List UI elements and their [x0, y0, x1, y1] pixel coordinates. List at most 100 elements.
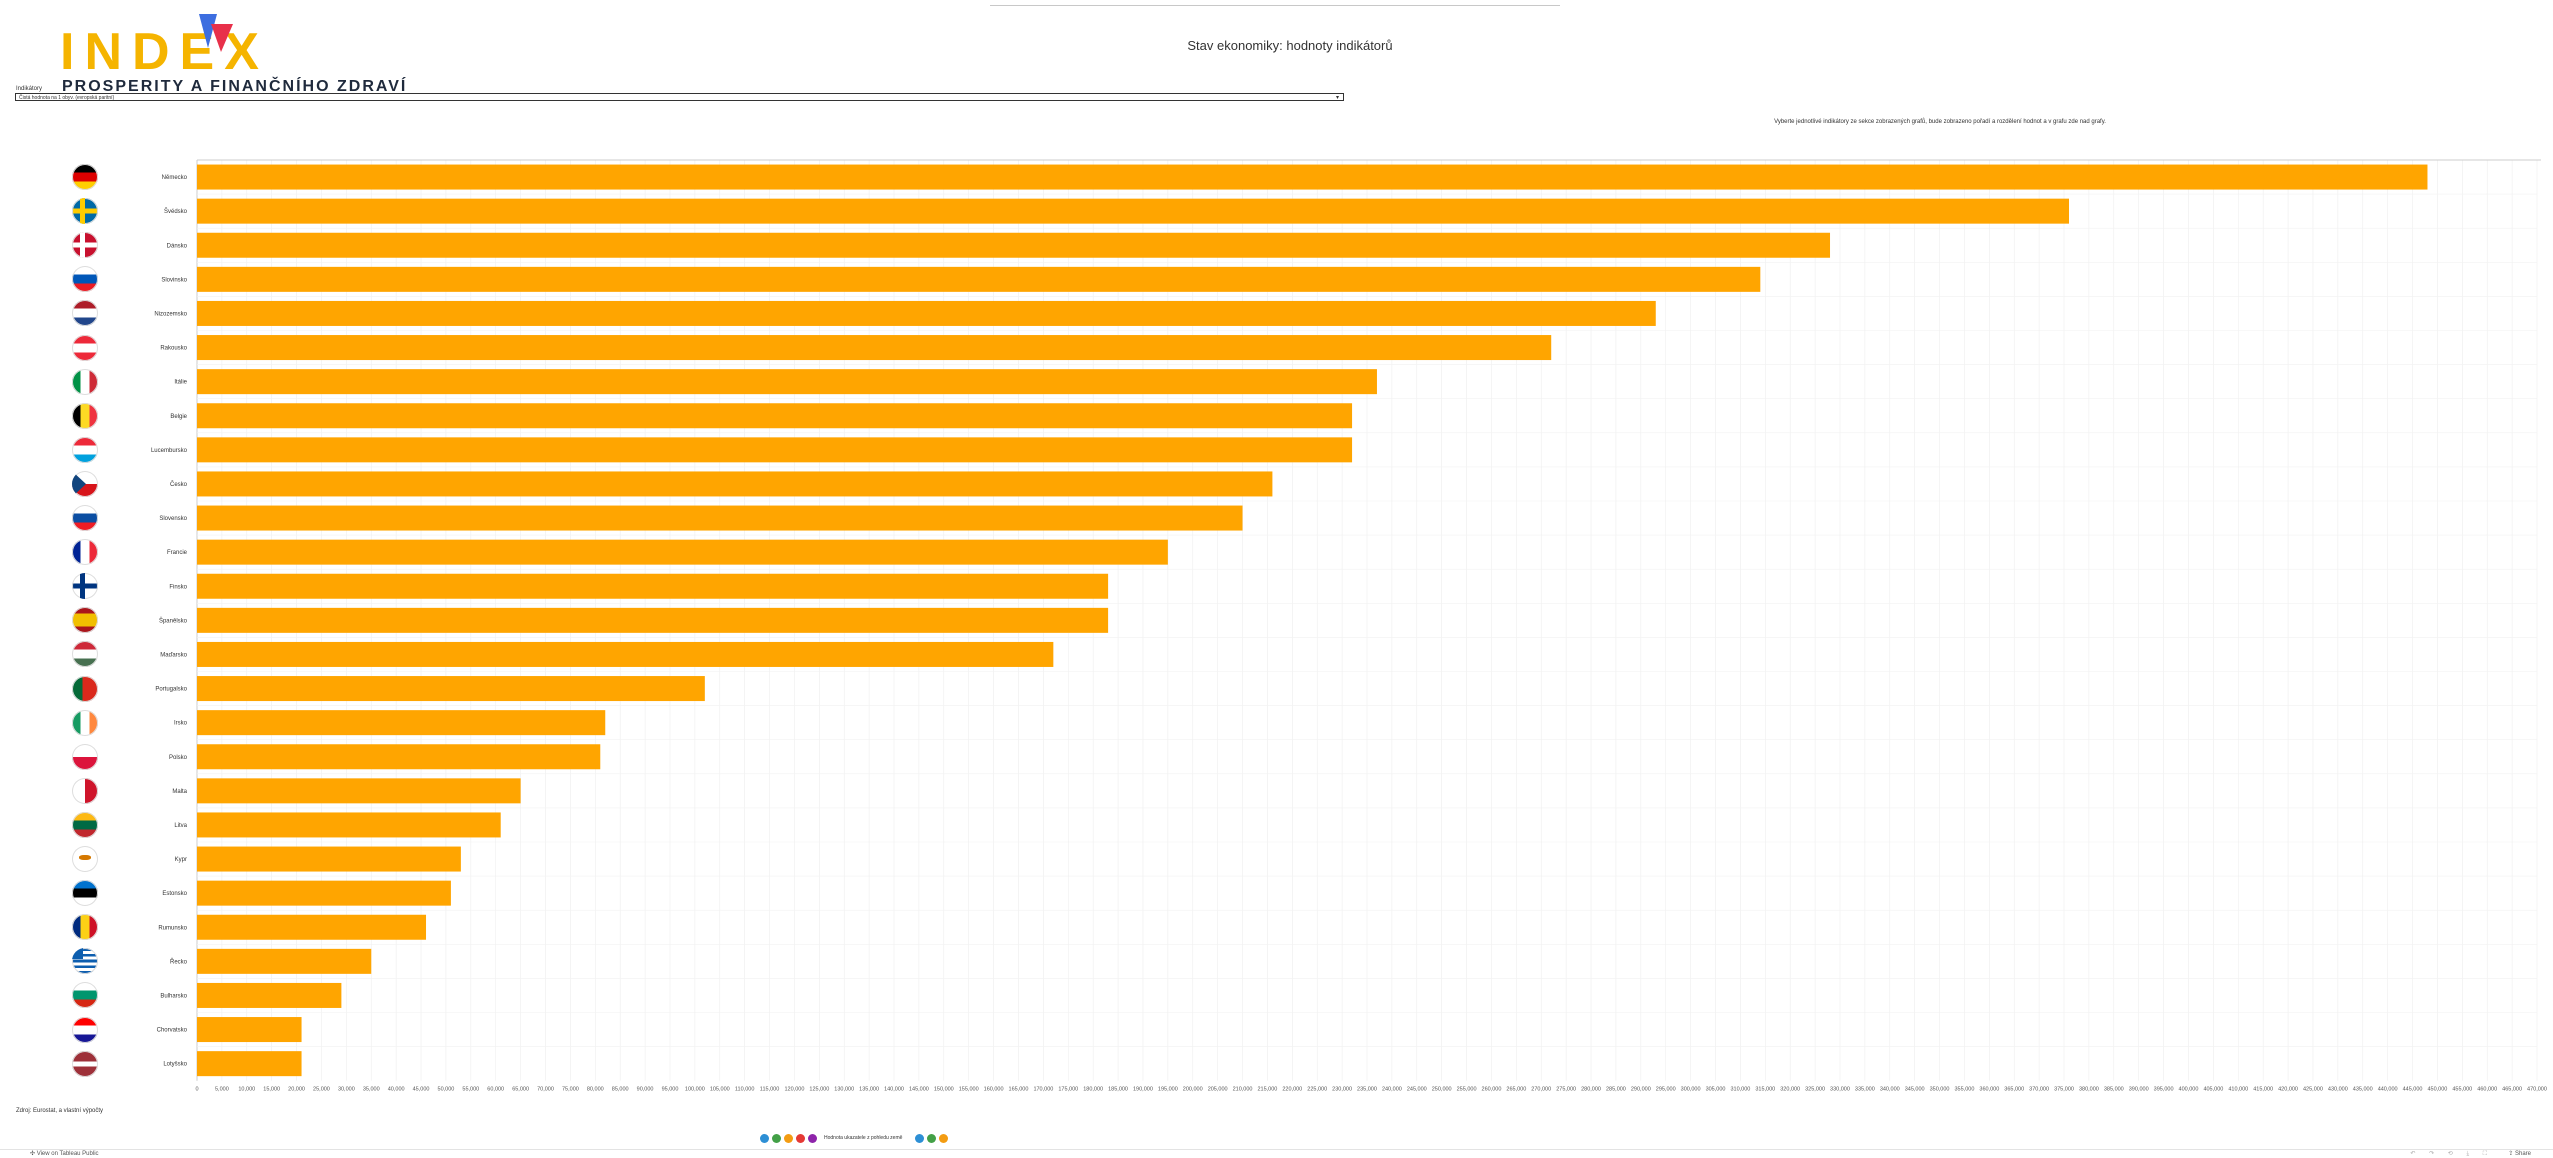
- bar-fi: [197, 573, 1109, 599]
- x-tick-label: 230,000: [1332, 1087, 1352, 1093]
- flag-es-icon: [72, 607, 98, 634]
- flag-triangle-icon: [72, 470, 86, 497]
- flag-hu-icon: [72, 641, 98, 668]
- flag-at-icon: [72, 334, 98, 361]
- top-border: [990, 0, 1560, 6]
- bar-it: [197, 369, 1377, 395]
- x-tick-label: 310,000: [1730, 1087, 1750, 1093]
- bar-es: [197, 607, 1109, 633]
- x-tick-label: 70,000: [537, 1087, 554, 1093]
- x-tick-label: 375,000: [2054, 1087, 2074, 1093]
- category-label: Španělsko: [159, 617, 188, 624]
- x-tick-label: 35,000: [363, 1087, 380, 1093]
- x-tick-label: 365,000: [2004, 1087, 2024, 1093]
- bar-cy: [197, 846, 461, 872]
- x-tick-label: 50,000: [438, 1087, 455, 1093]
- flag-ie-icon: [72, 709, 98, 736]
- x-tick-label: 265,000: [1506, 1087, 1526, 1093]
- flag-island-icon: [79, 855, 91, 861]
- logo-triangles-icon: [199, 14, 233, 52]
- x-tick-label: 40,000: [388, 1087, 405, 1093]
- category-label: Itálie: [174, 380, 187, 386]
- category-label: Rumunsko: [158, 925, 187, 931]
- flag-dk-icon: [72, 232, 98, 259]
- bar-at: [197, 335, 1552, 361]
- bar-lv: [197, 1051, 302, 1077]
- x-tick-label: 235,000: [1357, 1087, 1377, 1093]
- bar-dk: [197, 232, 1831, 258]
- x-tick-label: 395,000: [2154, 1087, 2174, 1093]
- legend-orange-marker: [939, 1133, 949, 1143]
- bar-se: [197, 198, 2069, 224]
- category-label: Dánsko: [167, 243, 188, 249]
- category-label: Finsko: [169, 584, 187, 590]
- x-tick-label: 20,000: [288, 1087, 305, 1093]
- bar-de: [197, 164, 2428, 190]
- tableau-icon: ✣: [30, 1151, 37, 1157]
- legend-blue-marker: [760, 1133, 769, 1143]
- bar-mt: [197, 778, 521, 804]
- x-tick-label: 200,000: [1183, 1087, 1203, 1093]
- flag-lu-icon: [72, 436, 98, 463]
- flag-si-icon: [72, 266, 98, 293]
- undo-redo-icons[interactable]: ↶ ↷ ⟲ ⤓ ⛶: [2410, 1151, 2493, 1157]
- x-tick-label: 470,000: [2527, 1087, 2547, 1093]
- share-button[interactable]: ⇪ Share: [2508, 1151, 2531, 1157]
- x-tick-label: 360,000: [1979, 1087, 1999, 1093]
- category-label: Chorvatsko: [157, 1028, 188, 1034]
- x-tick-label: 175,000: [1058, 1087, 1078, 1093]
- category-label: Nizozemsko: [154, 311, 187, 317]
- legend-green-marker: [927, 1133, 937, 1143]
- legend-strip: Hodnota ukazatele z pohledu země: [760, 1133, 1800, 1143]
- category-label: Francie: [167, 550, 188, 556]
- bar-lt: [197, 812, 501, 838]
- x-tick-label: 195,000: [1158, 1087, 1178, 1093]
- bar-pl: [197, 744, 601, 770]
- instruction-note: Vyberte jednotlivé indikátory ze sekce z…: [1774, 119, 2106, 125]
- x-tick-label: 60,000: [487, 1087, 504, 1093]
- flag-sk-icon: [72, 505, 98, 532]
- source-footnote: Zdroj: Eurostat, a vlastní výpočty: [16, 1108, 104, 1114]
- x-tick-label: 325,000: [1805, 1087, 1825, 1093]
- flag-hr-icon: [72, 1016, 98, 1043]
- x-tick-label: 425,000: [2303, 1087, 2323, 1093]
- flag-canton-icon: [72, 948, 83, 960]
- bottom-toolbar: [0, 1149, 2553, 1158]
- x-tick-label: 445,000: [2403, 1087, 2423, 1093]
- bar-ro: [197, 914, 427, 940]
- x-tick-label: 275,000: [1556, 1087, 1576, 1093]
- x-tick-label: 285,000: [1606, 1087, 1626, 1093]
- category-label: Řecko: [170, 957, 188, 965]
- x-tick-label: 220,000: [1282, 1087, 1302, 1093]
- x-tick-label: 205,000: [1208, 1087, 1228, 1093]
- flag-lt-icon: [72, 811, 98, 838]
- x-tick-label: 80,000: [587, 1087, 604, 1093]
- flag-lv-icon: [72, 1050, 98, 1077]
- category-label: Maďarsko: [160, 652, 187, 658]
- category-label: Belgie: [170, 414, 187, 420]
- x-tick-label: 85,000: [612, 1087, 629, 1093]
- x-tick-label: 420,000: [2278, 1087, 2298, 1093]
- indicator-dropdown-value: Čistá hodnota na 1 obyv. (evropská parit…: [19, 95, 115, 101]
- x-tick-label: 90,000: [637, 1087, 654, 1093]
- bar-bg: [197, 982, 342, 1008]
- flag-ee-icon: [72, 880, 98, 907]
- x-tick-label: 240,000: [1382, 1087, 1402, 1093]
- bar-cz: [197, 471, 1273, 497]
- category-label: Irsko: [174, 721, 188, 727]
- flag-pt-icon: [72, 675, 98, 702]
- view-on-tableau-link[interactable]: ✣ View on Tableau Public: [30, 1151, 99, 1157]
- x-tick-label: 170,000: [1033, 1087, 1053, 1093]
- x-tick-label: 215,000: [1257, 1087, 1277, 1093]
- flag-cross-icon: [79, 573, 85, 600]
- bar-be: [197, 403, 1353, 429]
- bar-ee: [197, 880, 451, 906]
- x-tick-label: 255,000: [1457, 1087, 1477, 1093]
- bar-gr: [197, 948, 372, 974]
- indicator-dropdown[interactable]: Čistá hodnota na 1 obyv. (evropská parit…: [15, 93, 1344, 101]
- chevron-down-icon: ▾: [1335, 95, 1339, 101]
- legend-label: Hodnota ukazatele z pohledu země: [824, 1135, 903, 1141]
- x-tick-label: 410,000: [2228, 1087, 2248, 1093]
- flag-be-icon: [72, 402, 98, 429]
- logo-subtitle: PROSPERITY A FINANČNÍHO ZDRAVÍ: [62, 78, 408, 95]
